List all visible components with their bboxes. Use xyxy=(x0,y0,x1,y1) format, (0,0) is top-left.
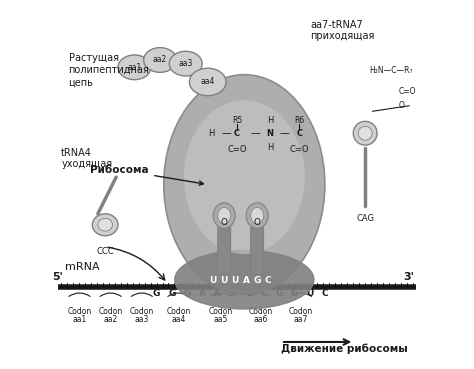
Text: CAG: CAG xyxy=(356,214,374,223)
Ellipse shape xyxy=(246,203,268,228)
Ellipse shape xyxy=(353,121,377,145)
Text: U: U xyxy=(306,289,313,298)
Text: aa2: aa2 xyxy=(103,314,118,324)
Text: C: C xyxy=(234,129,240,138)
Text: aa3: aa3 xyxy=(179,59,193,68)
Text: G: G xyxy=(254,276,261,285)
Text: G: G xyxy=(168,289,175,298)
Text: G: G xyxy=(291,289,298,298)
Ellipse shape xyxy=(218,207,230,224)
Text: G: G xyxy=(275,289,283,298)
Text: Рибосома: Рибосома xyxy=(91,165,203,185)
Ellipse shape xyxy=(175,251,314,309)
FancyBboxPatch shape xyxy=(251,227,264,274)
Text: aa1: aa1 xyxy=(73,314,87,324)
Text: Codon: Codon xyxy=(99,307,123,316)
Text: Растущая
полипептидная
цепь: Растущая полипептидная цепь xyxy=(69,53,149,87)
Text: aa7-tRNA7
приходящая: aa7-tRNA7 приходящая xyxy=(310,20,374,41)
Text: aa4: aa4 xyxy=(201,77,215,86)
Text: 5': 5' xyxy=(52,272,63,282)
Text: C: C xyxy=(265,276,272,285)
Text: C: C xyxy=(296,129,302,138)
FancyBboxPatch shape xyxy=(218,227,230,274)
Text: Codon: Codon xyxy=(166,307,191,316)
Text: Движение рибосомы: Движение рибосомы xyxy=(281,344,408,354)
Ellipse shape xyxy=(164,75,325,294)
Text: O: O xyxy=(254,218,261,227)
Text: H₂N—C—R₇: H₂N—C—R₇ xyxy=(369,66,412,76)
Ellipse shape xyxy=(98,218,112,231)
Text: C: C xyxy=(260,289,267,298)
Ellipse shape xyxy=(144,48,177,72)
Text: C: C xyxy=(321,289,328,298)
Text: Codon: Codon xyxy=(209,307,233,316)
Text: A: A xyxy=(199,289,206,298)
Text: A: A xyxy=(229,289,237,298)
Text: O: O xyxy=(221,218,228,227)
Text: —: — xyxy=(221,128,231,138)
Text: H: H xyxy=(267,144,273,152)
Text: 3': 3' xyxy=(404,272,415,282)
Text: A: A xyxy=(214,289,221,298)
Text: R6: R6 xyxy=(294,116,304,125)
Text: aa3: aa3 xyxy=(135,314,149,324)
Text: C=O: C=O xyxy=(398,87,416,96)
Ellipse shape xyxy=(190,68,226,96)
Text: H: H xyxy=(208,129,215,138)
Ellipse shape xyxy=(358,126,372,140)
Text: mRNA: mRNA xyxy=(65,262,100,272)
Text: tRNA4
уходящая: tRNA4 уходящая xyxy=(61,148,112,169)
Text: A: A xyxy=(243,276,250,285)
Text: U: U xyxy=(231,276,239,285)
Text: C=O: C=O xyxy=(227,145,247,154)
Text: H: H xyxy=(267,116,273,125)
Text: U: U xyxy=(220,276,228,285)
Text: O: O xyxy=(398,101,404,110)
Text: aa2: aa2 xyxy=(153,55,167,65)
Text: Codon: Codon xyxy=(289,307,313,316)
Text: C=O: C=O xyxy=(290,145,309,154)
Text: aa6: aa6 xyxy=(254,314,268,324)
Text: aa5: aa5 xyxy=(213,314,228,324)
Ellipse shape xyxy=(213,203,235,228)
Text: G: G xyxy=(183,289,191,298)
Text: Codon: Codon xyxy=(130,307,154,316)
Text: —: — xyxy=(250,128,260,138)
Text: Codon: Codon xyxy=(67,307,91,316)
Text: G: G xyxy=(153,289,160,298)
Text: aa1: aa1 xyxy=(128,63,142,72)
Text: N: N xyxy=(266,129,273,138)
Text: —: — xyxy=(280,128,290,138)
Ellipse shape xyxy=(118,55,151,80)
Ellipse shape xyxy=(251,207,264,224)
Text: aa7: aa7 xyxy=(294,314,308,324)
Text: Codon: Codon xyxy=(249,307,273,316)
Text: U: U xyxy=(245,289,252,298)
Text: U: U xyxy=(210,276,217,285)
Ellipse shape xyxy=(184,100,305,254)
Text: R5: R5 xyxy=(232,116,242,125)
Text: CCC: CCC xyxy=(96,247,114,256)
Ellipse shape xyxy=(169,51,202,76)
Ellipse shape xyxy=(92,214,118,236)
Text: aa4: aa4 xyxy=(171,314,186,324)
